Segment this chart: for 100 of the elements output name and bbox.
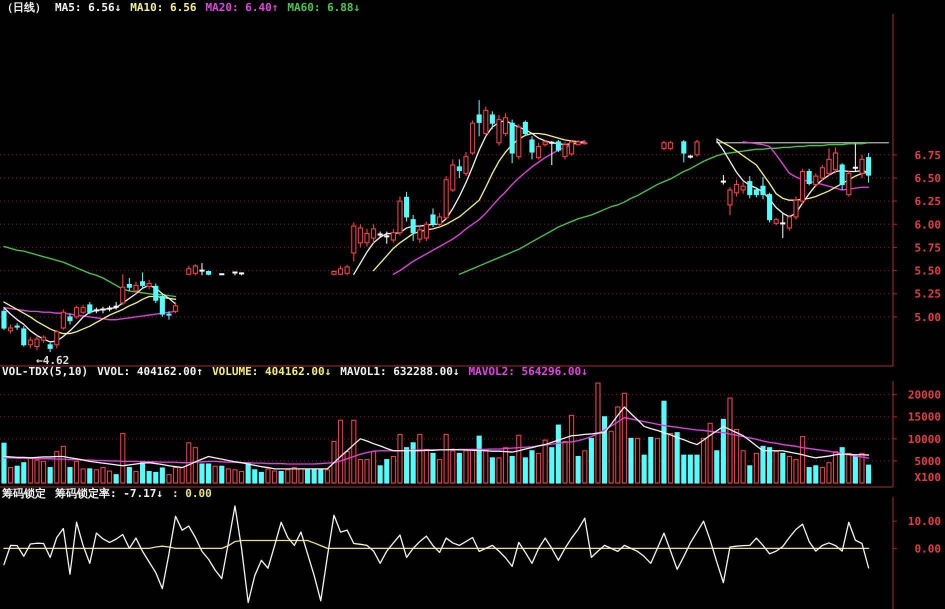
candlestick (126, 278, 132, 292)
candlestick (556, 139, 561, 153)
candlestick (1, 308, 7, 330)
candlestick (549, 140, 554, 166)
y-tick-label: 5.75 (914, 241, 941, 254)
bar (595, 382, 601, 484)
bar (628, 438, 634, 484)
bar (490, 457, 495, 484)
candlestick (694, 139, 700, 158)
line-series (3, 505, 870, 604)
candlestick (120, 274, 126, 306)
bar (48, 467, 53, 484)
bar (126, 467, 132, 484)
line-series (3, 406, 870, 470)
candlestick (378, 231, 383, 238)
candlestick (133, 281, 139, 294)
candlestick (774, 217, 779, 226)
candlestick (404, 191, 410, 222)
candlestick (67, 312, 73, 325)
bar (483, 450, 488, 484)
y-tick-label: 6.00 (914, 218, 941, 232)
candlestick (87, 302, 92, 315)
bar (846, 452, 852, 484)
bar (133, 471, 139, 484)
candlestick (476, 100, 482, 137)
candlestick (384, 231, 390, 244)
candlestick (516, 124, 522, 160)
bar (866, 464, 872, 484)
bar (635, 438, 640, 484)
candlestick (840, 162, 845, 190)
bar (780, 452, 786, 484)
candlestick (490, 110, 495, 130)
bar (67, 467, 73, 484)
candlestick (866, 152, 872, 184)
candlestick (8, 324, 14, 334)
candlestick (430, 208, 436, 228)
candlestick (859, 154, 865, 178)
y-tick-label: 20000 (908, 388, 941, 402)
header: VOL-TDX(5,10) VVOL: 404162.00↑ VOLUME: 404162.00↓ MAVOL1: 632288.00↓ MAVOL2: 564296.00↓ (2, 365, 588, 378)
bar (588, 438, 594, 484)
bar (747, 465, 752, 484)
candlestick (463, 152, 469, 177)
candlestick (140, 272, 146, 290)
bar (852, 456, 858, 484)
candlestick (114, 302, 119, 310)
bar (840, 447, 845, 484)
bar (8, 467, 14, 484)
candlestick (846, 170, 852, 197)
bar (602, 416, 608, 484)
bar (661, 400, 667, 484)
bar (654, 438, 660, 484)
candlestick (14, 322, 20, 330)
candlestick (146, 279, 152, 290)
candlestick (48, 342, 53, 353)
candlestick (206, 270, 212, 276)
bar (516, 434, 522, 484)
candlestick (470, 120, 476, 156)
header: 筹码锁定 筹码锁定率: -7.17↓ : 0.00 (2, 487, 212, 500)
candlestick (529, 136, 535, 160)
y-tick-label: 5.00 (914, 310, 941, 324)
y-tick-label: 6.50 (914, 172, 941, 185)
candlestick (21, 326, 26, 348)
candlestick (522, 120, 528, 137)
bar (582, 450, 588, 484)
candlestick (54, 329, 60, 349)
bar (476, 436, 482, 484)
bar (774, 451, 779, 484)
candlestick (780, 212, 786, 239)
bar (456, 452, 462, 484)
y-tick-label: 15000 (908, 410, 941, 424)
bar (576, 456, 581, 484)
candlestick (688, 154, 693, 160)
candlestick (536, 142, 542, 160)
y-tick-label: 5.25 (914, 288, 941, 301)
header: （日线） MA5: 6.56↓ MA10: 6.56 MA20: 6.40↑ MA60: 6.88↓ (2, 1, 360, 14)
y-tick-label: 5000 (914, 454, 941, 468)
candlestick (60, 308, 66, 330)
annotation: ←4.62 (36, 354, 70, 368)
candlestick (173, 302, 178, 314)
candlestick (510, 119, 515, 164)
bar (510, 456, 515, 484)
line-series (3, 540, 870, 550)
y-tick-label: 0.00 (914, 542, 941, 556)
candlestick (542, 139, 548, 147)
bar (114, 474, 119, 484)
y-tick-label: 6.75 (914, 148, 941, 162)
y-tick-label: 6.25 (914, 195, 941, 208)
y-axis-title: X100 (914, 471, 941, 484)
bar (120, 433, 126, 484)
candlestick (219, 272, 224, 276)
candlestick (456, 158, 462, 178)
y-tick-label: 10000 (908, 432, 941, 446)
bar (87, 468, 92, 484)
candlestick (483, 106, 488, 137)
bar (219, 466, 224, 484)
bar (278, 471, 284, 484)
candlestick (199, 262, 205, 276)
candlestick (806, 168, 812, 186)
candlestick (720, 174, 726, 185)
bar (430, 452, 436, 484)
